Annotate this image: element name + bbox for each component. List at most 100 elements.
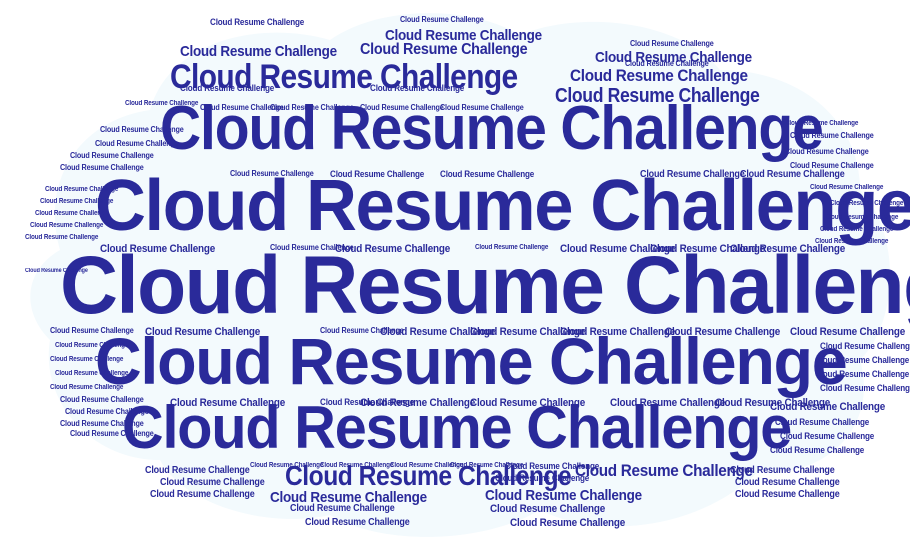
word-small: Cloud Resume Challenge (505, 461, 600, 471)
word-small: Cloud Resume Challenge (470, 397, 586, 409)
word-small: Cloud Resume Challenge (780, 431, 875, 441)
word-small: Cloud Resume Challenge (495, 473, 590, 483)
word-small: Cloud Resume Challenge (270, 243, 354, 252)
word-small: Cloud Resume Challenge (770, 401, 886, 413)
word-small: Cloud Resume Challenge (25, 268, 88, 274)
word-small: Cloud Resume Challenge (735, 489, 840, 500)
word-small: Cloud Resume Challenge (640, 169, 745, 180)
word-row-medium-9: Cloud Resume Challenge (575, 461, 753, 480)
word-small: Cloud Resume Challenge (815, 355, 910, 365)
word-row-medium-8: Cloud Resume Challenge (385, 27, 542, 44)
word-row-medium-11: Cloud Resume Challenge (270, 489, 427, 506)
word-small: Cloud Resume Challenge (820, 383, 910, 393)
word-small: Cloud Resume Challenge (650, 243, 766, 255)
word-row-large-3: Cloud Resume Challenge (60, 240, 910, 331)
word-small: Cloud Resume Challenge (560, 243, 676, 255)
word-small: Cloud Resume Challenge (820, 226, 894, 233)
word-row-large-1: Cloud Resume Challenge (160, 94, 824, 163)
word-small: Cloud Resume Challenge (440, 169, 535, 179)
word-small: Cloud Resume Challenge (730, 243, 846, 255)
word-small: Cloud Resume Challenge (100, 125, 184, 134)
word-small: Cloud Resume Challenge (825, 214, 899, 221)
word-small: Cloud Resume Challenge (95, 139, 179, 148)
word-small: Cloud Resume Challenge (730, 465, 835, 476)
word-small: Cloud Resume Challenge (210, 17, 305, 27)
word-small: Cloud Resume Challenge (125, 100, 199, 107)
word-small: Cloud Resume Challenge (330, 169, 425, 179)
word-small: Cloud Resume Challenge (70, 429, 154, 438)
word-row-large-4: Cloud Resume Challenge (95, 324, 848, 398)
word-row-medium-10: Cloud Resume Challenge (485, 487, 642, 504)
word-small: Cloud Resume Challenge (625, 59, 709, 68)
word-small: Cloud Resume Challenge (145, 465, 250, 476)
word-small: Cloud Resume Challenge (230, 169, 314, 178)
word-small: Cloud Resume Challenge (770, 445, 865, 455)
word-small: Cloud Resume Challenge (30, 222, 104, 229)
word-small: Cloud Resume Challenge (100, 243, 216, 255)
word-small: Cloud Resume Challenge (60, 419, 144, 428)
word-small: Cloud Resume Challenge (490, 503, 606, 515)
word-small: Cloud Resume Challenge (335, 243, 451, 255)
word-row-large-2: Cloud Resume Challenge (95, 166, 910, 246)
word-small: Cloud Resume Challenge (305, 517, 410, 528)
word-small: Cloud Resume Challenge (390, 462, 464, 469)
word-small: Cloud Resume Challenge (320, 326, 404, 335)
word-small: Cloud Resume Challenge (735, 477, 840, 488)
word-small: Cloud Resume Challenge (715, 397, 831, 409)
word-small: Cloud Resume Challenge (815, 238, 889, 245)
word-row-medium-4: Cloud Resume Challenge (570, 66, 748, 85)
word-small: Cloud Resume Challenge (35, 210, 109, 217)
word-small: Cloud Resume Challenge (250, 462, 324, 469)
word-small: Cloud Resume Challenge (55, 370, 129, 377)
word-small: Cloud Resume Challenge (320, 397, 415, 407)
word-small: Cloud Resume Challenge (180, 83, 275, 93)
word-small: Cloud Resume Challenge (815, 369, 910, 379)
word-small: Cloud Resume Challenge (50, 356, 124, 363)
word-small: Cloud Resume Challenge (290, 503, 395, 514)
word-row-medium-1: Cloud Resume Challenge (170, 58, 518, 96)
word-small: Cloud Resume Challenge (740, 169, 845, 180)
word-small: Cloud Resume Challenge (790, 161, 874, 170)
word-small: Cloud Resume Challenge (60, 163, 144, 172)
word-row-medium-6: Cloud Resume Challenge (360, 41, 528, 58)
word-small: Cloud Resume Challenge (475, 244, 549, 251)
word-small: Cloud Resume Challenge (370, 83, 465, 93)
word-small: Cloud Resume Challenge (150, 489, 255, 500)
word-small: Cloud Resume Challenge (380, 326, 496, 338)
word-small: Cloud Resume Challenge (55, 342, 129, 349)
word-small: Cloud Resume Challenge (820, 341, 910, 351)
word-small: Cloud Resume Challenge (160, 477, 265, 488)
cloud-outline (30, 13, 890, 537)
word-small: Cloud Resume Challenge (320, 462, 394, 469)
word-small: Cloud Resume Challenge (360, 397, 476, 409)
word-small: Cloud Resume Challenge (270, 103, 354, 112)
word-small: Cloud Resume Challenge (145, 326, 261, 338)
word-small: Cloud Resume Challenge (665, 326, 781, 338)
word-small: Cloud Resume Challenge (830, 200, 904, 207)
word-small: Cloud Resume Challenge (785, 120, 859, 127)
word-small: Cloud Resume Challenge (775, 417, 870, 427)
word-small: Cloud Resume Challenge (60, 395, 144, 404)
word-small: Cloud Resume Challenge (25, 234, 99, 241)
word-small: Cloud Resume Challenge (360, 103, 444, 112)
word-small: Cloud Resume Challenge (65, 407, 149, 416)
word-small: Cloud Resume Challenge (785, 147, 869, 156)
word-row-large-5: Cloud Resume Challenge (122, 394, 792, 461)
word-small: Cloud Resume Challenge (470, 326, 586, 338)
word-small: Cloud Resume Challenge (200, 103, 284, 112)
word-small: Cloud Resume Challenge (790, 131, 874, 140)
word-row-medium-5: Cloud Resume Challenge (595, 49, 752, 66)
word-small: Cloud Resume Challenge (630, 39, 714, 48)
word-row-medium-7: Cloud Resume Challenge (180, 43, 337, 60)
word-row-medium-2: Cloud Resume Challenge (285, 460, 572, 491)
word-small: Cloud Resume Challenge (440, 103, 524, 112)
word-small: Cloud Resume Challenge (45, 186, 119, 193)
word-small: Cloud Resume Challenge (790, 326, 906, 338)
word-small: Cloud Resume Challenge (610, 397, 726, 409)
word-small: Cloud Resume Challenge (510, 517, 626, 529)
word-small: Cloud Resume Challenge (50, 326, 134, 335)
word-small: Cloud Resume Challenge (450, 462, 524, 469)
word-small: Cloud Resume Challenge (170, 397, 286, 409)
